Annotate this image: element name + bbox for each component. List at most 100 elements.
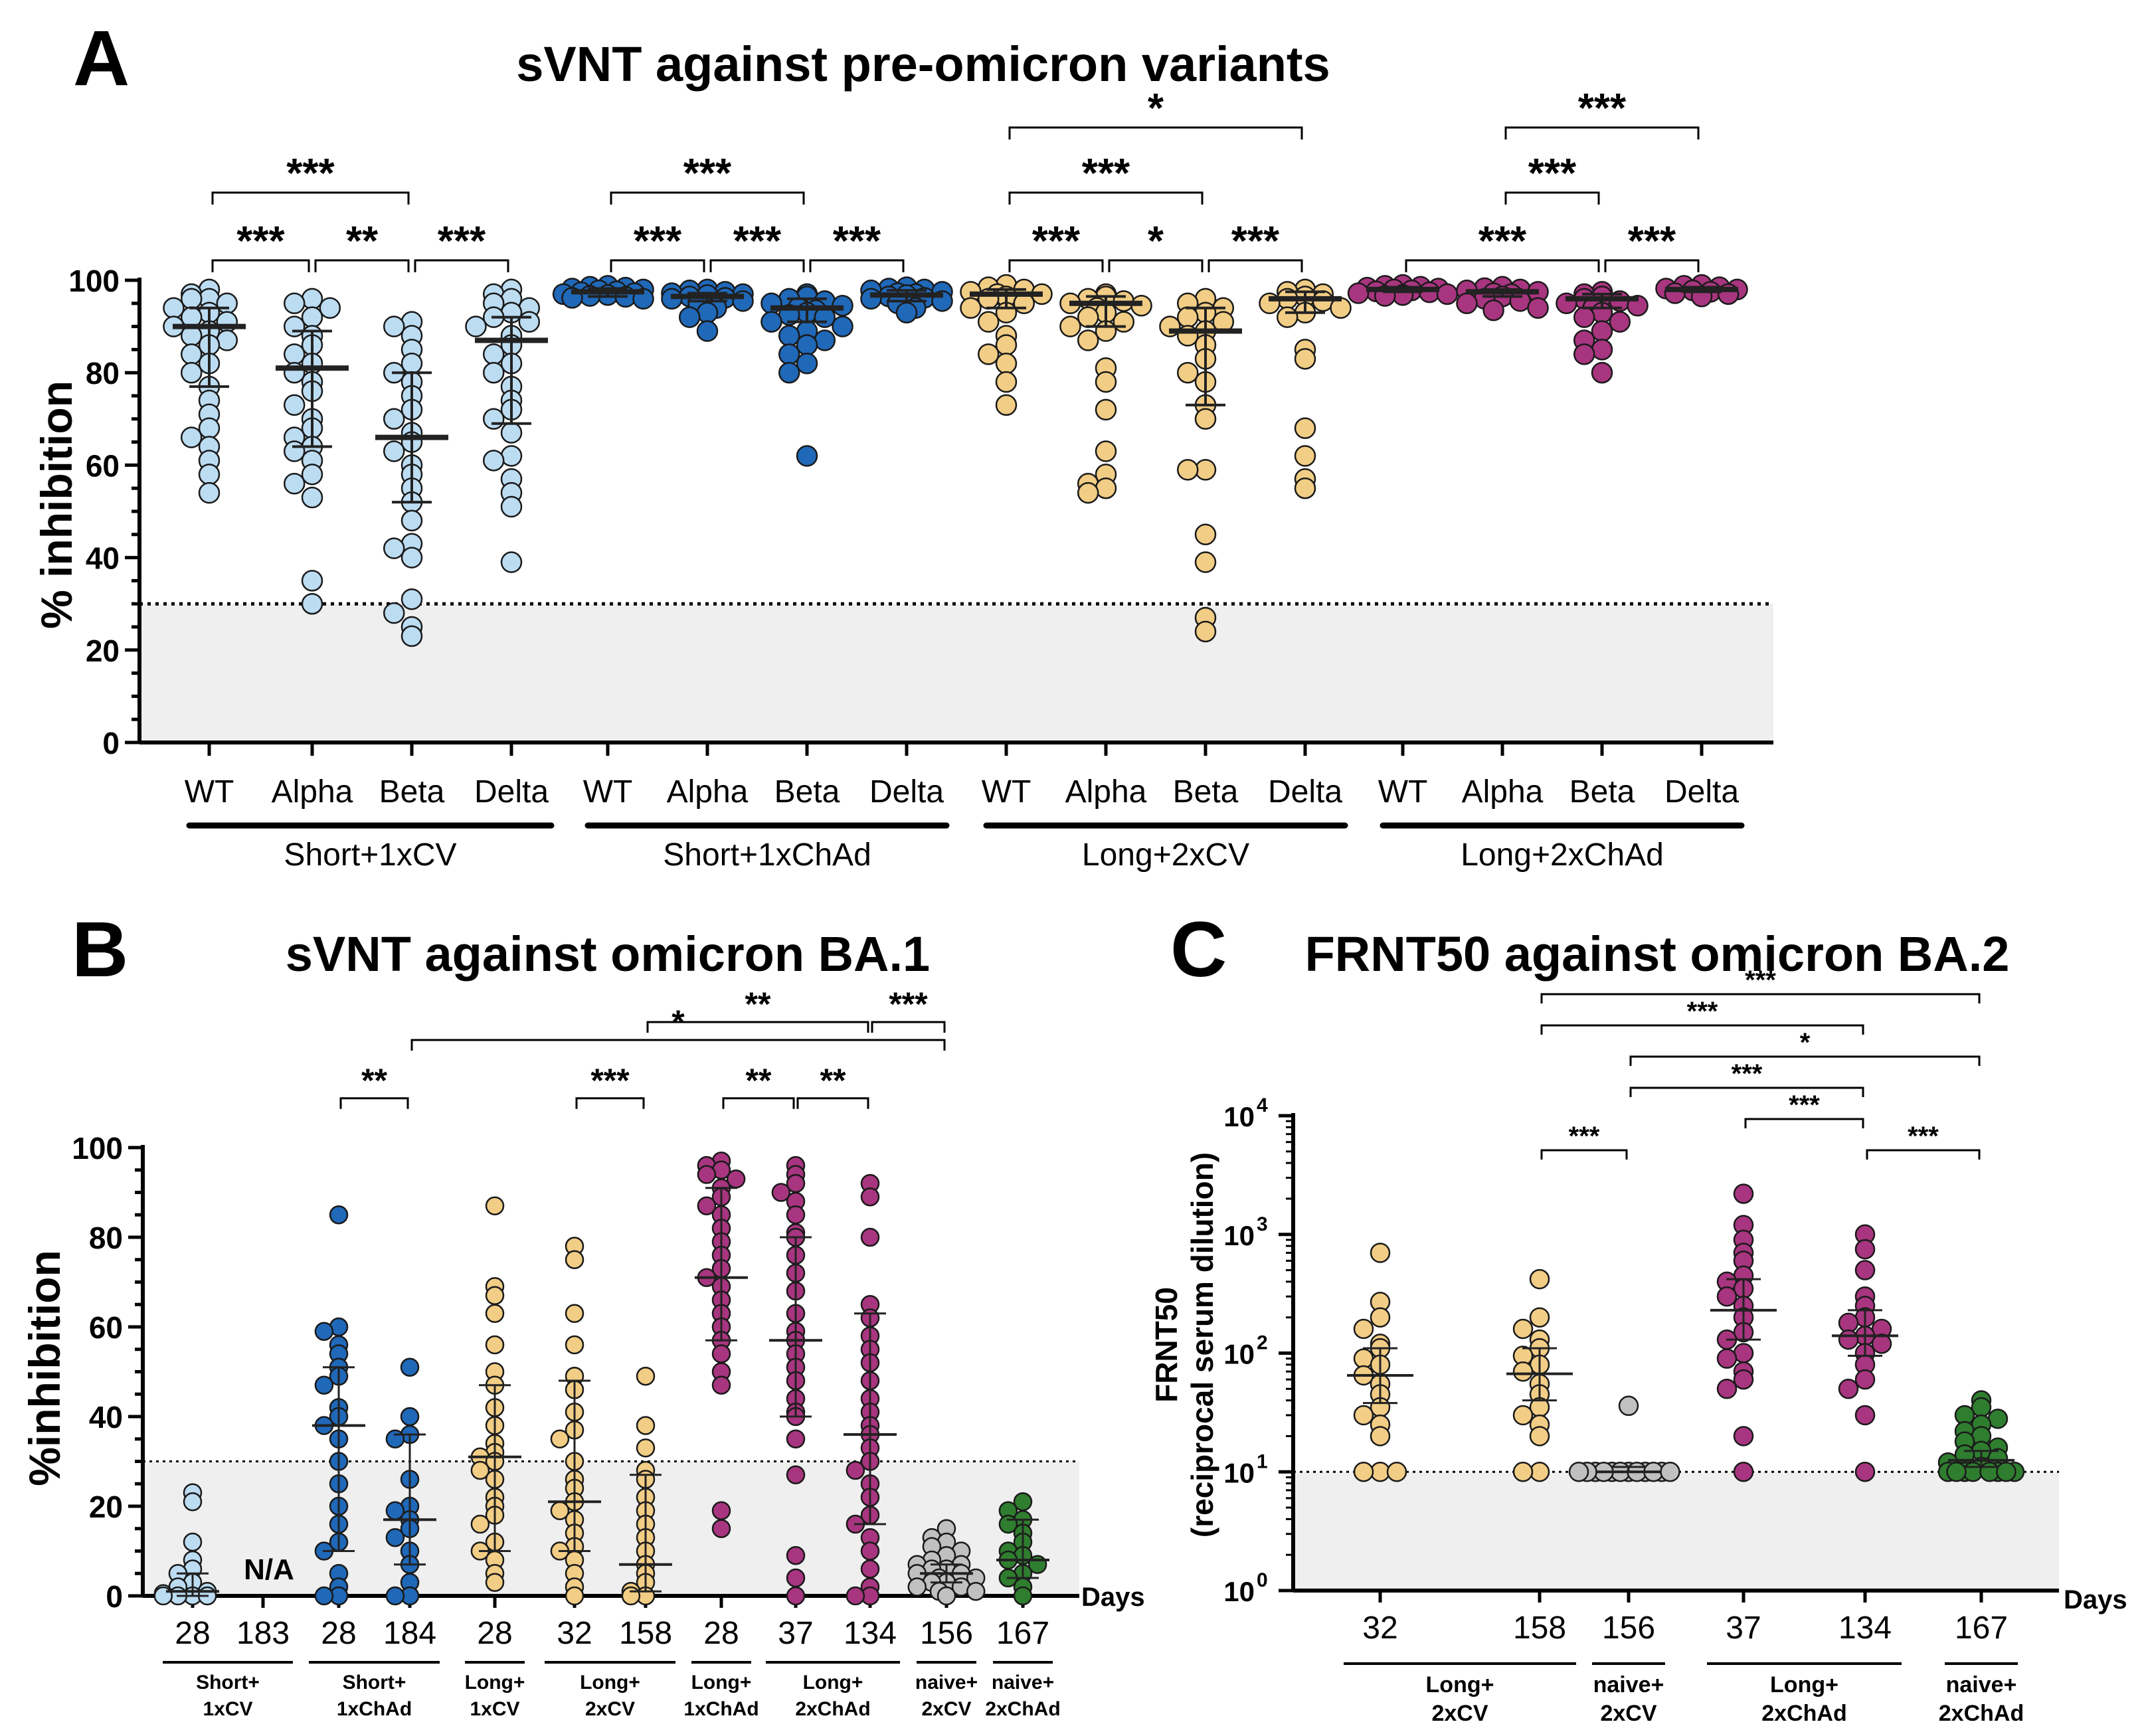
panel-a-y-tick-label: 100 [68, 264, 120, 298]
panel-b-data-point [786, 1568, 806, 1588]
panel-a-significance-bracket [314, 259, 410, 272]
panel-a-threshold-shade [139, 604, 1773, 742]
panel-b-data-point [183, 1492, 203, 1512]
panel-b-data-point [485, 1335, 505, 1355]
panel-b-significance-bracket [871, 1021, 946, 1033]
panel-a-data-point [198, 464, 221, 485]
panel-b-significance-label: ** [361, 1062, 387, 1099]
panel-c-group-label-line2: 2xChAd [1761, 1701, 1846, 1726]
panel-a-data-point [198, 417, 221, 439]
panel-b-x-tick-label: 158 [619, 1616, 672, 1651]
panel-a-data-point [1176, 361, 1199, 384]
panel-c-data-point [1353, 1318, 1374, 1340]
panel-b-significance-label: *** [590, 1062, 630, 1099]
panel-b-significance-bracket [339, 1097, 409, 1109]
panel-a-data-point [301, 306, 323, 328]
panel-b-significance-bracket [722, 1097, 795, 1109]
panel-c-x-tick-label: 167 [1955, 1610, 2008, 1646]
panel-b-data-point [314, 1322, 334, 1341]
panel-a-data-point [283, 315, 306, 337]
panel-b-group-label-line1: naive+ [992, 1672, 1054, 1693]
panel-a-x-tick-label: Alpha [272, 774, 353, 810]
panel-a-significance-bracket [1008, 126, 1303, 139]
panel-a-data-point [1573, 343, 1595, 365]
panel-b-x-tick-label: 183 [236, 1616, 290, 1651]
panel-a-data-point [1276, 306, 1298, 328]
panel-c-group-label-line2: 2xCV [1431, 1701, 1488, 1726]
panel-c-significance-bracket [1866, 1149, 1981, 1160]
panel-a-data-point [180, 426, 203, 448]
panel-a-data-point [1609, 311, 1631, 333]
panel-a-data-point [696, 302, 719, 323]
panel-a-data-point [1347, 282, 1370, 304]
panel-b-group-label-line2: 1xCV [203, 1698, 252, 1720]
panel-a-y-tick-label: 20 [86, 634, 120, 668]
panel-a-data-point [383, 537, 405, 559]
panel-a-data-point [1077, 329, 1099, 351]
panel-a-data-point [383, 602, 405, 624]
panel-c-significance-label: *** [1569, 1122, 1600, 1151]
panel-a-x-tick-label: Delta [1664, 774, 1739, 810]
panel-c-group-label-line1: naive+ [1946, 1672, 2017, 1697]
panel-c-significance-bracket [1744, 1118, 1864, 1128]
panel-b-data-point [711, 1519, 731, 1538]
panel-a-data-point [180, 343, 203, 365]
panel-b-data-point [565, 1250, 584, 1269]
panel-a-significance-bracket [1405, 259, 1600, 272]
panel-a-data-point [319, 297, 341, 319]
panel-a-data-point [383, 408, 405, 430]
panel-a-y-tick-label: 40 [86, 541, 120, 576]
panel-a-data-point [860, 288, 882, 310]
panel-a-significance-label: *** [1082, 151, 1130, 197]
panel-a-significance-label: *** [1628, 218, 1676, 264]
panel-a-data-point [1095, 477, 1117, 499]
panel-a-data-point [1176, 306, 1199, 328]
panel-a-x-tick-label: Delta [869, 774, 944, 810]
panel-b-group-label-line2: 2xCV [585, 1698, 635, 1720]
panel-b-significance-label: ** [745, 986, 771, 1023]
panel-a-significance-bracket [1108, 259, 1204, 272]
panel-a-significance-label: *** [733, 218, 782, 264]
panel-b-data-point [485, 1304, 505, 1323]
panel-b-significance-bracket [796, 1097, 869, 1109]
panel-a-significance-label: ** [346, 218, 379, 264]
panel-a-letter: A [73, 15, 130, 102]
panel-a-data-point [301, 592, 323, 615]
panel-c-y-tick-label: 10 [1223, 1339, 1255, 1370]
panel-a-x-tick-label: Beta [379, 774, 445, 810]
panel-a-significance-label: * [1148, 218, 1164, 264]
panel-c-data-point [1512, 1361, 1534, 1382]
panel-b-group-label-line1: Long+ [465, 1672, 525, 1693]
panel-a-x-tick-label: Alpha [1462, 774, 1544, 810]
panel-a-data-point [163, 297, 185, 319]
panel-a-data-point [1113, 311, 1135, 333]
panel-c-significance-label: * [1800, 1028, 1811, 1057]
panel-c-data-point [1838, 1379, 1859, 1399]
panel-a-data-point [1591, 339, 1613, 361]
panel-c-y-tick-exponent: 1 [1257, 1450, 1268, 1472]
panel-a-data-point [1294, 417, 1316, 439]
panel-c-data-point [1529, 1268, 1550, 1290]
panel-a-significance-bracket [211, 259, 310, 272]
panel-a-significance-label: *** [1478, 218, 1527, 264]
panel-b-data-point [485, 1286, 505, 1305]
panel-a-data-point [760, 311, 782, 333]
panel-c-significance-label: *** [1745, 966, 1776, 995]
panel-a-x-tick-label: Beta [1569, 774, 1635, 810]
panel-b-group-label-line2: 2xChAd [795, 1698, 870, 1720]
panel-b-y-tick-label: 0 [106, 1579, 123, 1614]
panel-a-significance-label: * [1148, 86, 1164, 131]
panel-a-x-tick-label: WT [583, 774, 633, 810]
panel-a-data-point [283, 472, 306, 495]
panel-b-data-point [1013, 1586, 1033, 1606]
panel-b-y-tick-label: 100 [72, 1131, 123, 1166]
panel-b-data-point [565, 1335, 584, 1355]
panel-a: A sVNT against pre-omicron variants % in… [32, 15, 1330, 629]
panel-b-x-tick-label: 167 [996, 1616, 1049, 1651]
panel-a-data-point [995, 371, 1018, 393]
panel-c-data-point [1971, 1397, 1992, 1418]
panel-c-y-tick-label: 10 [1223, 1220, 1255, 1251]
panel-b-data-point [786, 1586, 806, 1606]
panel-c-significance-label: *** [1908, 1122, 1939, 1151]
panel-c-group-label-line1: naive+ [1593, 1672, 1664, 1697]
